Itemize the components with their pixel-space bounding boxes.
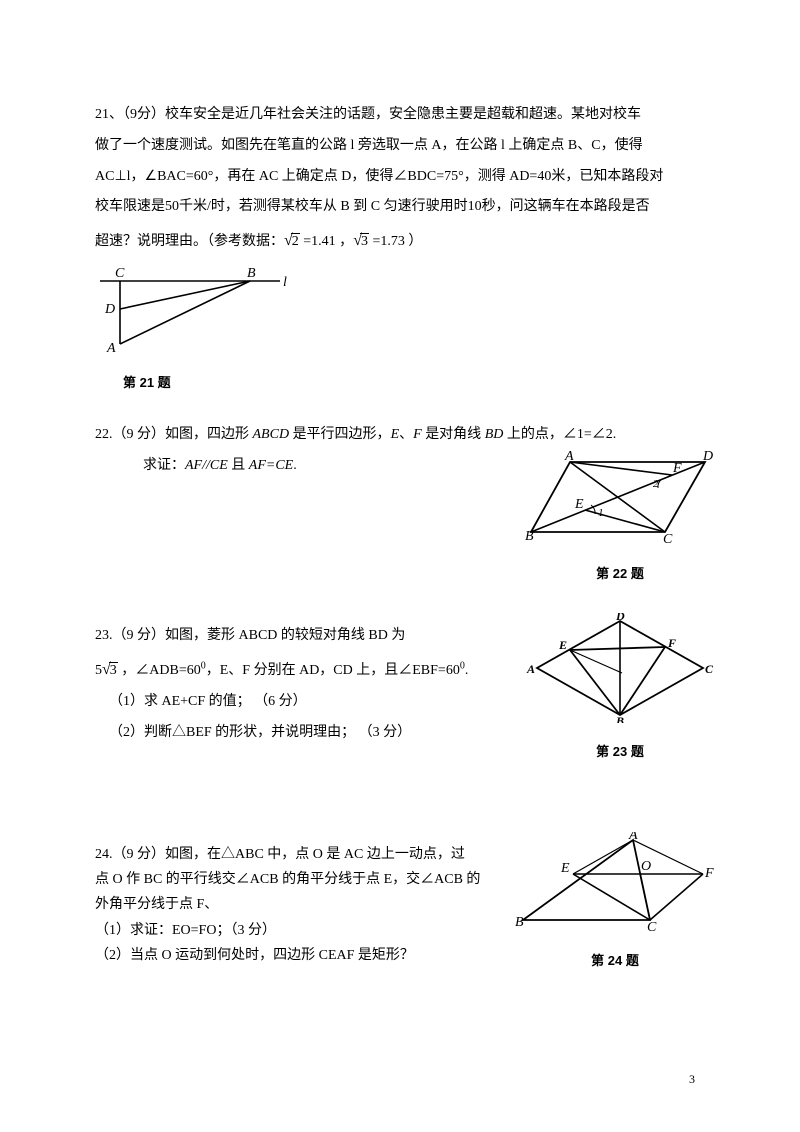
figure-22-svg: A D B C E F 1 2 xyxy=(525,450,715,545)
figure-24: A B C E F O 第 24 题 xyxy=(515,832,715,975)
fig22-label-a: A xyxy=(564,450,574,464)
fig21-label-b: B xyxy=(247,266,256,281)
p23-l2-post: ，E、F 分别在 AD，CD 上，且∠EBF=60 xyxy=(206,663,460,678)
fig23-label-e: E xyxy=(558,638,567,652)
fig21-label-l: l xyxy=(283,275,287,290)
p22-l2-pre: 求证： xyxy=(143,458,185,473)
fig22-label-1: 1 xyxy=(598,507,604,519)
figure-23: D A C B E F 第 23 题 xyxy=(525,613,715,766)
fig24-label-b: B xyxy=(515,915,524,930)
figure-21-svg: l C B D A xyxy=(95,264,295,354)
p22-s4: 、 xyxy=(399,427,413,442)
p22-s3: E xyxy=(391,427,400,442)
fig21-label-d: D xyxy=(104,302,115,317)
problem-22: 22.（9 分）如图，四边形 ABCD 是平行四边形，E、F 是对角线 BD 上… xyxy=(95,420,705,587)
fig23-label-f: F xyxy=(667,636,676,650)
figure-21: l C B D A 第 21 题 xyxy=(95,264,295,397)
p21-l2: 做了一个速度测试。如图先在笔直的公路 l 旁选取一点 A，在公路 l 上确定点 … xyxy=(95,138,643,153)
p24-l2: 点 O 作 BC 的平行线交∠ACB 的角平分线于点 E，交∠ACB 的 xyxy=(95,872,480,887)
p21-number: 21、（9分） xyxy=(95,107,165,122)
p24-sub2: （2）当点 O 运动到何处时，四边形 CEAF 是矩形？ xyxy=(95,948,414,963)
problem-21-text: 21、（9分）校车安全是近几年社会关注的话题，安全隐患主要是超载和超速。某地对校… xyxy=(95,100,705,258)
fig23-label-b: B xyxy=(615,714,624,723)
p22-s5: F xyxy=(413,427,422,442)
p22-s6: 是对角线 xyxy=(422,427,485,442)
problem-21: 21、（9分）校车安全是近几年社会关注的话题，安全隐患主要是超载和超速。某地对校… xyxy=(95,100,705,398)
page: 21、（9分）校车安全是近几年社会关注的话题，安全隐患主要是超载和超速。某地对校… xyxy=(0,0,800,1132)
p21-eq1: =1.41 ， xyxy=(300,234,353,249)
fig24-label-c: C xyxy=(647,920,657,932)
problem-23-text: 23.（9 分）如图，菱形 ABCD 的较短对角线 BD 为 53 ，∠ADB=… xyxy=(95,621,495,687)
fig24-label-e: E xyxy=(560,861,570,876)
p21-l4: 校车限速是50千米/时，若测得某校车从 B 到 C 匀速行驶用时10秒，问这辆车… xyxy=(95,199,650,214)
problem-22-text: 22.（9 分）如图，四边形 ABCD 是平行四边形，E、F 是对角线 BD 上… xyxy=(95,420,705,451)
p22-s7: BD xyxy=(485,427,504,442)
fig21-caption: 第 21 题 xyxy=(95,369,295,398)
page-number: 3 xyxy=(689,1066,695,1092)
problem-24-text: 24.（9 分）如图，在△ABC 中，点 O 是 AC 边上一动点，过 点 O … xyxy=(95,842,495,968)
fig24-caption: 第 24 题 xyxy=(515,947,715,976)
p23-l1: 23.（9 分）如图，菱形 ABCD 的较短对角线 BD 为 xyxy=(95,628,405,643)
fig22-label-e: E xyxy=(574,497,584,512)
fig23-caption: 第 23 题 xyxy=(525,738,715,767)
fig22-caption: 第 22 题 xyxy=(525,560,715,589)
p24-l3: 外角平分线于点 F、 xyxy=(95,897,218,912)
p22-l2-end: . xyxy=(293,458,297,473)
fig23-label-c: C xyxy=(705,662,714,676)
p22-num: 22.（9 分）如图，四边形 xyxy=(95,427,253,442)
fig24-label-a: A xyxy=(628,832,638,843)
p23-l2-pre: 5 xyxy=(95,663,102,678)
p22-l2-a: AF//CE xyxy=(185,458,228,473)
fig23-label-d: D xyxy=(615,613,625,623)
p22-s1: ABCD xyxy=(253,427,290,442)
p23-sqrt: 3 xyxy=(109,662,118,678)
p22-l2-b: AF=CE xyxy=(249,458,293,473)
p23-l2-mid: ，∠ADB=60 xyxy=(118,663,201,678)
fig21-label-c: C xyxy=(115,266,125,281)
sqrt3-val: 3 xyxy=(360,233,369,249)
sqrt3b-icon: 3 xyxy=(102,652,118,687)
fig24-label-f: F xyxy=(704,866,714,881)
p21-eq2: =1.73 ） xyxy=(369,234,422,249)
problem-24: A B C E F O 第 24 题 24.（9 分）如图，在△ABC 中，点 … xyxy=(95,842,705,968)
fig22-label-d: D xyxy=(702,450,713,464)
p24-sub1: （1）求证：EO=FO；（3 分） xyxy=(95,923,276,938)
p22-l2-mid: 且 xyxy=(228,458,249,473)
p23-sub2: （2）判断△BEF 的形状，并说明理由； （3 分） xyxy=(109,725,411,740)
figure-24-svg: A B C E F O xyxy=(515,832,715,932)
fig23-label-a: A xyxy=(526,662,535,676)
sqrt2-val: 2 xyxy=(291,233,300,249)
fig22-label-f: F xyxy=(672,461,682,476)
p22-s8: 上的点，∠1=∠2. xyxy=(503,427,616,442)
fig22-label-b: B xyxy=(525,529,534,544)
figure-22: A D B C E F 1 2 第 22 题 xyxy=(525,450,715,588)
p24-l1: 24.（9 分）如图，在△ABC 中，点 O 是 AC 边上一动点，过 xyxy=(95,847,465,862)
sqrt2-icon: 2 xyxy=(284,223,300,258)
fig24-label-o: O xyxy=(641,859,651,874)
p21-l3: AC⊥l，∠BAC=60°，再在 AC 上确定点 D，使得∠BDC=75°，测得… xyxy=(95,169,663,184)
problem-23: D A C B E F 第 23 题 23.（9 分）如图，菱形 ABCD 的较… xyxy=(95,621,705,804)
p23-sub1: （1）求 AE+CF 的值； （6 分） xyxy=(109,694,307,709)
p21-l5-pre: 超速？说明理由。（参考数据： xyxy=(95,234,284,249)
p21-l1: 校车安全是近几年社会关注的话题，安全隐患主要是超载和超速。某地对校车 xyxy=(165,107,641,122)
fig22-label-c: C xyxy=(663,532,673,545)
p22-s2: 是平行四边形， xyxy=(289,427,391,442)
fig21-label-a: A xyxy=(106,341,116,354)
sqrt3-icon: 3 xyxy=(353,223,369,258)
figure-23-svg: D A C B E F xyxy=(525,613,715,723)
p23-l2-end: . xyxy=(465,663,469,678)
